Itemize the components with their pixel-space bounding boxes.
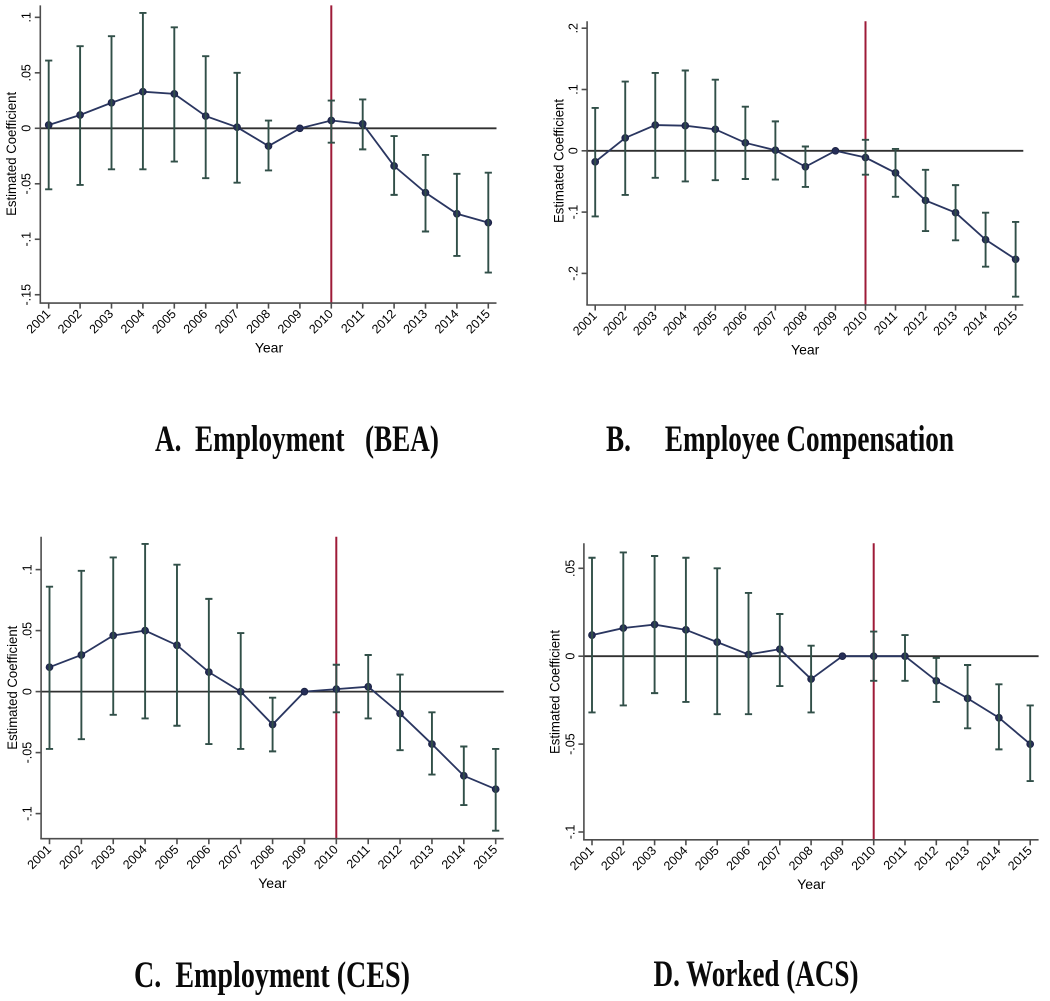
svg-text:.1: .1 bbox=[21, 564, 35, 574]
svg-text:Estimated Coefficient: Estimated Coefficient bbox=[547, 630, 563, 754]
svg-text:-.05: -.05 bbox=[20, 173, 34, 195]
svg-text:-.1: -.1 bbox=[20, 232, 34, 247]
svg-text:0: 0 bbox=[567, 147, 581, 154]
svg-text:.1: .1 bbox=[567, 84, 581, 94]
svg-text:A. Employment (BEA): A. Employment (BEA) bbox=[155, 419, 439, 460]
svg-text:Year: Year bbox=[791, 341, 820, 357]
svg-text:-.1: -.1 bbox=[567, 205, 581, 220]
svg-text:Year: Year bbox=[258, 875, 287, 891]
svg-text:Year: Year bbox=[797, 876, 826, 892]
svg-text:-.05: -.05 bbox=[21, 742, 35, 764]
svg-text:D. Worked (ACS): D. Worked (ACS) bbox=[654, 954, 859, 995]
svg-text:B. Employee Compensation: B. Employee Compensation bbox=[606, 419, 954, 460]
svg-text:Estimated Coefficient: Estimated Coefficient bbox=[4, 626, 20, 750]
svg-text:.1: .1 bbox=[20, 12, 34, 22]
svg-text:-.1: -.1 bbox=[21, 806, 35, 821]
svg-text:0: 0 bbox=[20, 125, 34, 132]
svg-text:C. Employment (CES): C. Employment (CES) bbox=[134, 955, 410, 996]
svg-text:-.15: -.15 bbox=[20, 284, 34, 306]
svg-text:.05: .05 bbox=[563, 560, 577, 577]
svg-text:-.2: -.2 bbox=[567, 266, 581, 281]
svg-text:-.05: -.05 bbox=[563, 733, 577, 755]
svg-text:.2: .2 bbox=[567, 23, 581, 33]
svg-text:.05: .05 bbox=[20, 64, 34, 81]
svg-text:0: 0 bbox=[21, 688, 35, 695]
svg-text:-.1: -.1 bbox=[563, 825, 577, 840]
svg-text:.05: .05 bbox=[21, 622, 35, 639]
svg-text:Estimated Coefficient: Estimated Coefficient bbox=[551, 99, 567, 223]
svg-text:Year: Year bbox=[255, 340, 284, 356]
svg-text:0: 0 bbox=[563, 653, 577, 660]
svg-text:Estimated Coefficient: Estimated Coefficient bbox=[3, 92, 19, 216]
